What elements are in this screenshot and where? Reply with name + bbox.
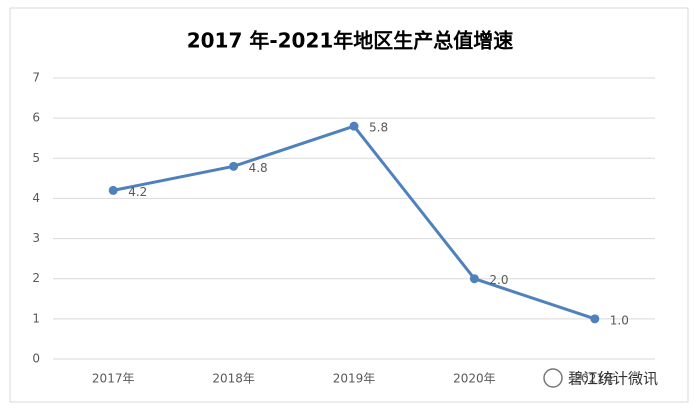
watermark-icon xyxy=(543,368,563,388)
y-tick-label: 2 xyxy=(32,271,40,285)
point xyxy=(229,161,239,171)
data-label: 1.0 xyxy=(610,313,629,327)
watermark-group: 碧江统计微讯 xyxy=(543,368,658,388)
point xyxy=(349,121,359,131)
data-label: 4.8 xyxy=(249,161,268,175)
chart-title: 2017 年-2021年地区生产总值增速 xyxy=(187,29,514,53)
point xyxy=(590,314,600,324)
chart-frame xyxy=(9,7,689,403)
x-tick-label: 2018年 xyxy=(212,372,255,386)
y-tick-label: 5 xyxy=(32,151,40,165)
x-tick-label: 2021年 xyxy=(574,372,617,386)
x-tick-label: 2019年 xyxy=(333,372,376,386)
data-label: 2.0 xyxy=(489,273,508,287)
x-tick-label: 2017年 xyxy=(92,372,135,386)
x-tick-label: 2020年 xyxy=(453,372,496,386)
y-tick-label: 0 xyxy=(32,352,40,366)
watermark: 碧江统计微讯 xyxy=(568,370,658,388)
point xyxy=(108,185,118,195)
y-tick-label: 4 xyxy=(32,191,40,205)
data-label: 5.8 xyxy=(369,121,388,135)
point xyxy=(469,274,479,284)
y-tick-label: 7 xyxy=(32,71,40,85)
y-tick-label: 1 xyxy=(32,311,40,325)
data-label: 4.2 xyxy=(128,185,147,199)
y-tick-label: 6 xyxy=(32,111,40,125)
y-tick-label: 3 xyxy=(32,231,40,245)
